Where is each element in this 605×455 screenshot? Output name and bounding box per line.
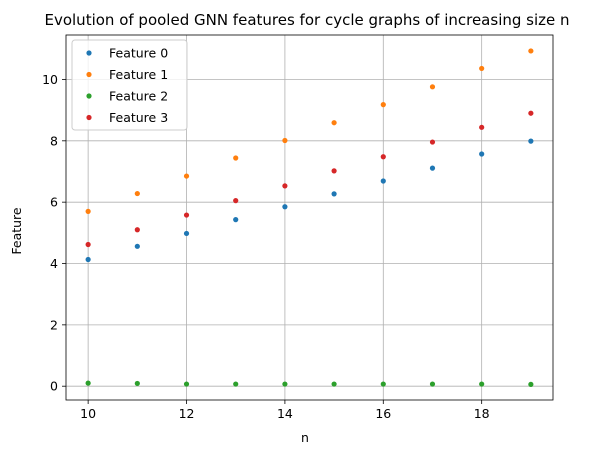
data-point-feature-1 bbox=[85, 208, 91, 214]
data-point-feature-0 bbox=[479, 151, 485, 157]
x-axis-label: n bbox=[301, 430, 309, 445]
y-tick-label: 6 bbox=[50, 195, 58, 210]
legend-label: Feature 0 bbox=[109, 46, 168, 61]
legend-marker bbox=[86, 50, 92, 56]
legend: Feature 0 Feature 1 Feature 2 Feature 3 bbox=[71, 39, 188, 131]
data-point-feature-0 bbox=[380, 178, 386, 184]
legend-marker bbox=[86, 71, 92, 78]
legend-marker bbox=[86, 93, 92, 99]
legend-label: Feature 3 bbox=[109, 110, 168, 125]
data-point-feature-1 bbox=[429, 84, 436, 90]
data-point-feature-2 bbox=[429, 381, 436, 387]
data-point-feature-2 bbox=[282, 381, 288, 387]
data-point-feature-1 bbox=[233, 155, 239, 161]
data-point-feature-2 bbox=[134, 380, 140, 387]
chart-title: Evolution of pooled GNN features for cyc… bbox=[44, 11, 569, 29]
data-point-feature-0 bbox=[233, 217, 239, 223]
data-point-feature-3 bbox=[380, 154, 386, 160]
data-point-feature-3 bbox=[85, 241, 91, 248]
data-point-feature-2 bbox=[479, 381, 485, 387]
data-point-feature-2 bbox=[85, 380, 91, 386]
data-point-feature-1 bbox=[479, 65, 485, 72]
data-point-feature-0 bbox=[528, 138, 534, 144]
data-point-feature-0 bbox=[429, 165, 436, 171]
x-tick-label: 14 bbox=[277, 406, 293, 421]
data-point-feature-3 bbox=[183, 212, 190, 218]
data-point-feature-3 bbox=[233, 198, 239, 204]
data-point-feature-1 bbox=[183, 173, 190, 179]
data-point-feature-0 bbox=[282, 204, 288, 210]
data-point-feature-1 bbox=[331, 120, 337, 126]
x-tick-label: 12 bbox=[179, 406, 195, 421]
data-point-feature-1 bbox=[134, 190, 140, 197]
data-point-feature-0 bbox=[85, 256, 91, 263]
data-point-feature-0 bbox=[331, 191, 337, 197]
legend-label: Feature 2 bbox=[109, 89, 168, 104]
data-point-feature-1 bbox=[528, 48, 534, 54]
plot-frame bbox=[65, 34, 554, 401]
legend-marker bbox=[86, 114, 92, 121]
data-point-feature-2 bbox=[331, 381, 337, 387]
data-point-feature-3 bbox=[479, 124, 485, 130]
y-tick-label: 8 bbox=[50, 133, 58, 148]
data-point-feature-3 bbox=[134, 227, 140, 233]
data-point-feature-2 bbox=[233, 381, 239, 387]
data-point-feature-0 bbox=[183, 230, 190, 237]
y-tick-label: 10 bbox=[42, 72, 58, 87]
data-point-feature-3 bbox=[528, 110, 534, 116]
legend-label: Feature 1 bbox=[109, 67, 168, 82]
data-point-feature-2 bbox=[380, 381, 386, 387]
x-tick-label: 18 bbox=[474, 406, 490, 421]
x-tick-label: 10 bbox=[80, 406, 96, 421]
y-tick-label: 4 bbox=[50, 256, 58, 271]
data-point-feature-1 bbox=[282, 137, 288, 144]
data-point-feature-3 bbox=[429, 139, 436, 145]
data-point-feature-0 bbox=[134, 243, 140, 249]
data-point-feature-1 bbox=[380, 102, 386, 108]
y-axis-label: Feature bbox=[9, 207, 24, 255]
data-point-feature-3 bbox=[282, 183, 288, 189]
data-points bbox=[85, 48, 534, 387]
data-point-feature-2 bbox=[528, 381, 534, 387]
x-tick-label: 16 bbox=[375, 406, 391, 421]
data-point-feature-3 bbox=[331, 168, 337, 174]
legend-box bbox=[71, 39, 188, 131]
y-tick-label: 0 bbox=[50, 379, 58, 394]
axes: 10 12 14 16 18 0 2 4 6 8 10 bbox=[42, 34, 554, 421]
y-tick-label: 2 bbox=[50, 317, 58, 332]
data-point-feature-2 bbox=[183, 381, 190, 387]
